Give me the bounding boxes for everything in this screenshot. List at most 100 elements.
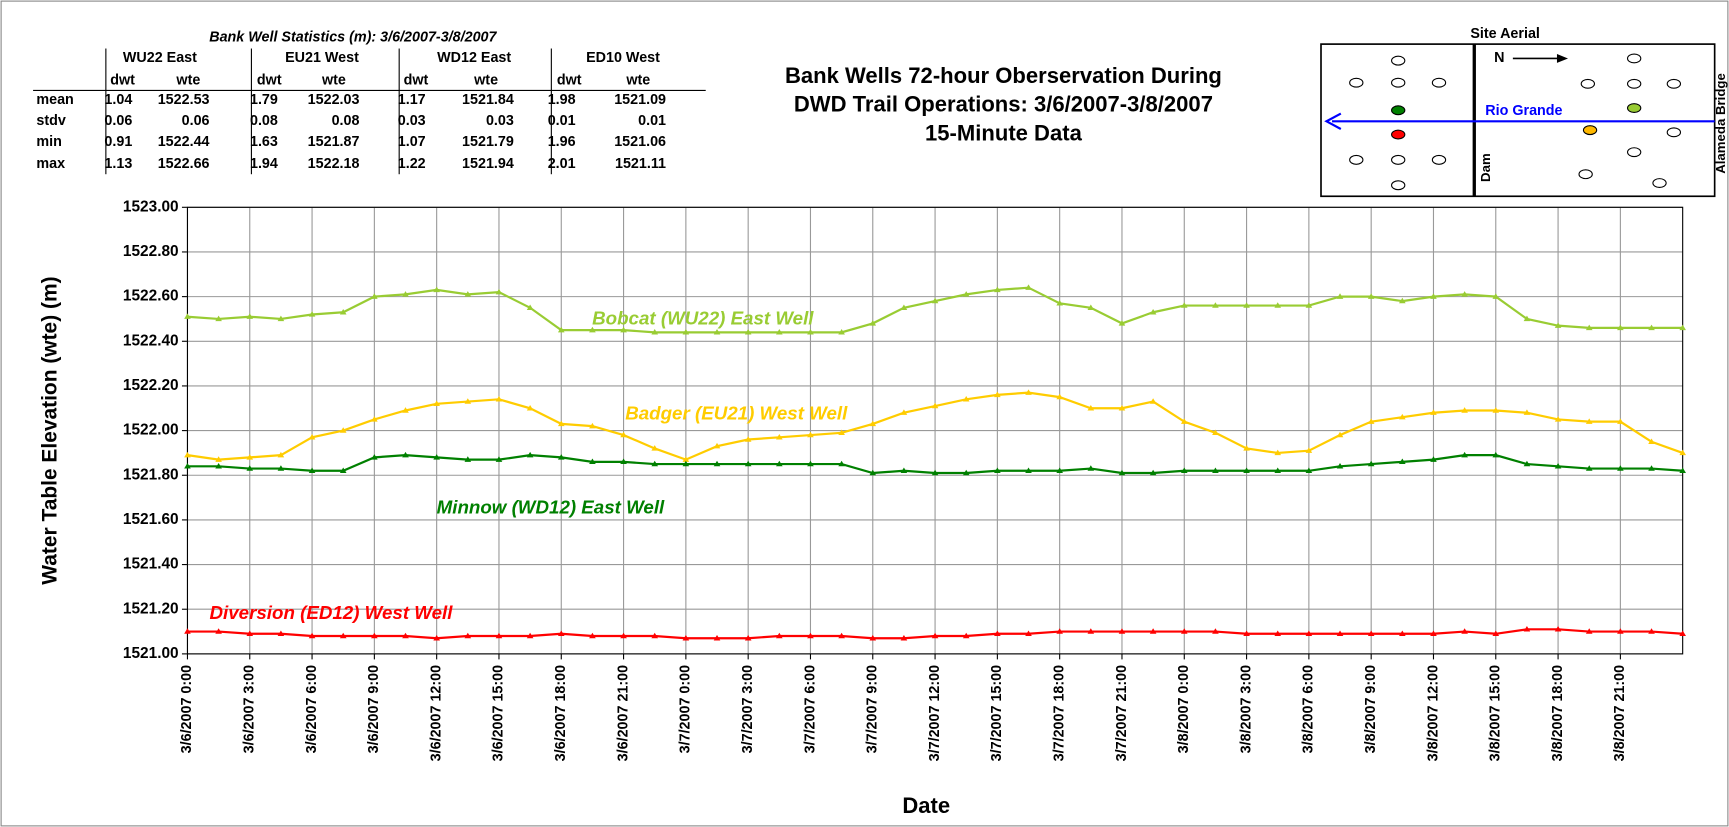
table-subheader: dwt	[110, 72, 135, 88]
point-marker	[339, 427, 347, 433]
point-marker	[1180, 302, 1188, 308]
y-tick-label: 1521.20	[123, 600, 179, 617]
table-cell: 0.08	[250, 113, 278, 129]
point-marker	[1399, 458, 1406, 465]
table-cell: 0.06	[182, 113, 210, 129]
x-tick-label: 3/8/2007 0:00	[1176, 665, 1192, 753]
point-marker	[1336, 463, 1344, 469]
point-marker	[1243, 445, 1250, 451]
table-cell: 0.01	[548, 113, 576, 129]
well-icon	[1580, 78, 1596, 89]
table-cell: 0.03	[486, 113, 514, 129]
point-marker	[1461, 291, 1468, 297]
point-marker	[371, 416, 378, 422]
river-arrow	[1324, 112, 1342, 130]
point-marker	[495, 288, 503, 295]
point-marker	[246, 630, 254, 636]
point-marker	[1180, 467, 1188, 473]
point-marker	[1648, 324, 1655, 331]
point-marker	[1492, 293, 1500, 299]
x-tick-label: 3/7/2007 18:00	[1051, 665, 1067, 761]
point-marker	[931, 469, 939, 476]
point-marker	[464, 632, 472, 639]
well-icon	[1391, 154, 1406, 165]
point-marker	[557, 454, 565, 460]
x-tick-label: 3/7/2007 15:00	[989, 665, 1005, 761]
aerial-title: Site Aerial	[1470, 26, 1540, 42]
point-marker	[1118, 628, 1126, 634]
well-icon	[1431, 154, 1447, 165]
point-marker	[776, 460, 783, 467]
x-tick-label: 3/8/2007 3:00	[1238, 665, 1254, 753]
point-marker	[1492, 630, 1500, 636]
series-label: Bobcat (WU22) East Well	[592, 308, 814, 329]
table-subheader: wte	[625, 72, 650, 88]
point-marker	[682, 456, 690, 462]
table-cell: 1521.06	[614, 134, 666, 150]
point-marker	[1118, 320, 1126, 326]
point-marker	[1523, 626, 1531, 632]
point-marker	[713, 460, 721, 467]
point-marker	[838, 632, 845, 639]
point-marker	[1180, 628, 1188, 634]
point-marker	[807, 431, 814, 438]
point-marker	[1212, 628, 1219, 634]
table-cell: 1.07	[398, 134, 426, 150]
point-marker	[277, 451, 285, 458]
point-marker	[900, 467, 908, 473]
well-icon	[1582, 125, 1598, 136]
point-marker	[1430, 456, 1437, 462]
well-icon	[1391, 180, 1406, 191]
table-group: WU22 East	[123, 50, 197, 66]
point-marker	[744, 460, 752, 467]
x-tick-label: 3/7/2007 12:00	[927, 665, 943, 761]
table-subheader: wte	[175, 72, 200, 88]
point-marker	[931, 297, 939, 304]
point-marker	[1430, 293, 1437, 299]
point-marker	[277, 465, 285, 471]
point-marker	[1056, 300, 1063, 306]
point-marker	[1274, 630, 1282, 636]
point-marker	[1617, 465, 1624, 471]
point-marker	[1617, 418, 1624, 424]
point-marker	[900, 634, 908, 641]
well-icon	[1652, 178, 1667, 189]
y-tick-label: 1522.40	[123, 332, 179, 349]
well-icon	[1626, 78, 1642, 89]
point-marker	[1025, 467, 1032, 473]
point-marker	[215, 628, 222, 634]
point-marker	[620, 632, 627, 639]
point-marker	[1523, 409, 1531, 415]
well-icon	[1431, 77, 1447, 88]
point-marker	[931, 402, 939, 409]
point-marker	[557, 326, 565, 333]
chart-title: 15-Minute Data	[925, 120, 1083, 145]
point-marker	[495, 396, 503, 402]
table-cell: 1.13	[104, 156, 132, 172]
table-cell: 0.03	[398, 113, 426, 129]
point-marker	[1367, 418, 1375, 424]
point-marker	[1274, 302, 1282, 308]
x-axis-label: Date	[902, 793, 950, 818]
point-marker	[433, 400, 440, 407]
point-marker	[1118, 404, 1126, 411]
chart-title: DWD Trail Operations: 3/6/2007-3/8/2007	[794, 92, 1213, 117]
x-tick-label: 3/6/2007 15:00	[491, 665, 507, 761]
point-marker	[1087, 304, 1095, 310]
point-marker	[1461, 407, 1468, 413]
x-tick-label: 3/8/2007 21:00	[1612, 665, 1628, 761]
table-cell: 1521.84	[462, 92, 514, 108]
table-cell: 2.01	[548, 156, 576, 172]
point-marker	[464, 456, 472, 462]
table-subheader: dwt	[404, 72, 429, 88]
point-marker	[1087, 465, 1095, 471]
point-marker	[1149, 469, 1157, 476]
well-icon	[1391, 55, 1406, 66]
point-marker	[1056, 467, 1063, 473]
point-marker	[464, 398, 472, 404]
point-marker	[246, 313, 254, 319]
point-marker	[962, 632, 970, 639]
point-marker	[495, 632, 503, 639]
point-marker	[495, 456, 503, 462]
table-cell: 1.94	[250, 156, 278, 172]
